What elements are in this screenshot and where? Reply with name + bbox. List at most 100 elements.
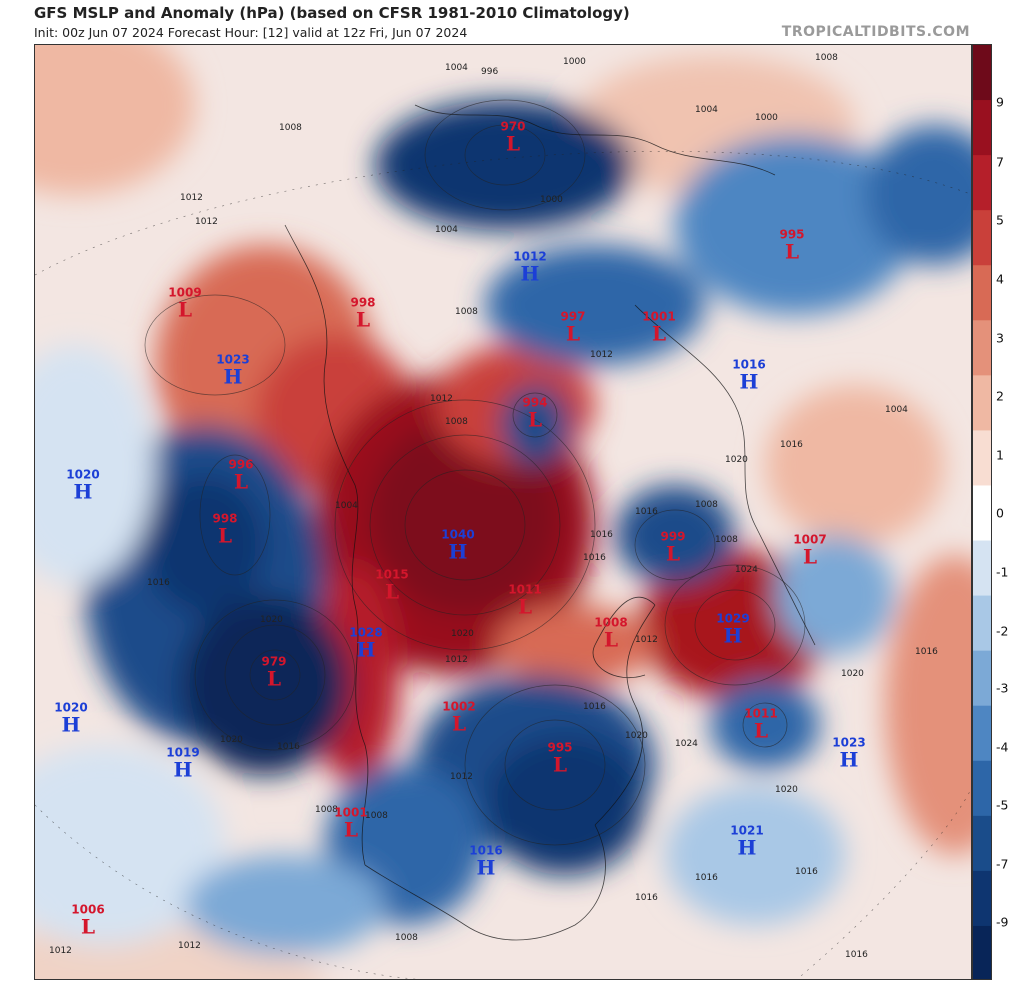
isobar-label: 1016: [795, 867, 818, 877]
pressure-symbol: L: [343, 817, 359, 842]
isobar-label: 1012: [430, 394, 453, 404]
pressure-value: 996: [228, 457, 254, 472]
pressure-symbol: H: [61, 712, 81, 737]
pressure-symbol: H: [448, 539, 468, 564]
pressure-symbol: L: [177, 297, 193, 322]
pressure-symbol: L: [784, 239, 800, 264]
forecast-info: Init: 00z Jun 07 2024 Forecast Hour: [12…: [34, 25, 468, 40]
pressure-value: 997: [560, 309, 586, 324]
isobar-label: 1012: [450, 772, 473, 782]
colorbar-swatches: [973, 45, 991, 979]
colorbar-swatch: [973, 45, 991, 101]
pressure-symbol: L: [217, 523, 233, 548]
low-pressure-center: 970 L: [500, 119, 526, 156]
colorbar-tick-label: 2: [996, 388, 1004, 404]
colorbar-swatch: [973, 815, 991, 872]
colorbar-swatch: [973, 760, 991, 817]
pressure-symbol: H: [737, 835, 757, 860]
isobar-label: 1024: [735, 565, 758, 575]
isobar-label: 1004: [695, 105, 718, 115]
pressure-symbol: L: [665, 541, 681, 566]
pressure-symbol: L: [802, 544, 818, 569]
pressure-value: 1016: [732, 357, 766, 372]
isobar-label: 1016: [780, 440, 803, 450]
pressure-value: 1019: [166, 745, 200, 760]
pressure-value: 1029: [716, 611, 750, 626]
pressure-value: 1020: [54, 700, 88, 715]
pressure-symbol: H: [173, 757, 193, 782]
pressure-value: 1008: [594, 615, 628, 630]
isobar-label: 1008: [715, 535, 738, 545]
pressure-value: 1016: [469, 843, 503, 858]
colorbar-swatch: [973, 375, 991, 431]
low-pressure-center: 997 L: [560, 309, 586, 346]
map-panel: 1008 1004 996 1000 1004 1000 1012 1012 1008 1004 1…: [34, 44, 972, 980]
map-title: GFS MSLP and Anomaly (hPa) (based on CFS…: [34, 4, 630, 22]
colorbar-tick-label: 3: [996, 330, 1004, 346]
high-pressure-center: 1023 H: [216, 352, 250, 387]
isobar-label: 1020: [841, 669, 864, 679]
colorbar-swatch: [973, 595, 991, 652]
high-pressure-center: 1019 H: [166, 745, 200, 782]
colorbar-tick-label: 5: [996, 212, 1004, 228]
colorbar-tick-label: 1: [996, 447, 1004, 463]
isobar-label: 1020: [451, 629, 474, 639]
isobar-label: 1004: [335, 501, 358, 511]
high-pressure-center: 1020 H: [66, 468, 99, 502]
colorbar-tick-label: -9: [996, 914, 1009, 930]
isobar-label: 1004: [885, 405, 908, 415]
isobar-label: 1000: [755, 113, 778, 123]
isobar-label: 1020: [775, 785, 798, 795]
isobar-label: 1012: [590, 350, 613, 360]
pressure-symbol: L: [565, 321, 581, 346]
pressure-value: 999: [660, 529, 686, 544]
pressure-symbol: H: [839, 747, 859, 772]
isobar-label: 1008: [395, 933, 418, 943]
low-pressure-center: 994 L: [522, 396, 547, 432]
colorbar-swatch: [973, 870, 991, 927]
colorbar-swatch: [973, 320, 991, 376]
brand-watermark: TROPICALTIDBITS.COM: [781, 24, 970, 40]
low-pressure-center: 1001 L: [642, 309, 676, 346]
isobar-label: 1008: [365, 811, 388, 821]
colorbar-swatch: [973, 265, 991, 321]
pressure-value: 1001: [642, 309, 676, 324]
isobar-label: 1008: [445, 417, 468, 427]
pressure-value: 1023: [216, 352, 250, 367]
pressure-symbol: H: [476, 855, 496, 880]
high-pressure-center: 1029 H: [716, 611, 750, 648]
colorbar-swatch: [973, 155, 991, 211]
anomaly-colorbar: [972, 44, 992, 980]
coastlines: [284, 104, 816, 941]
pressure-symbol: H: [356, 637, 376, 662]
high-pressure-center: 1016 H: [732, 357, 766, 392]
isobar-label: 1008: [455, 307, 478, 317]
colorbar-swatch: [973, 925, 991, 979]
pressure-symbol: L: [527, 407, 543, 432]
high-pressure-center: 1023 H: [832, 736, 865, 772]
isobar-label: 1016: [147, 578, 170, 588]
pressure-symbol: L: [505, 131, 521, 156]
pressure-value: 1006: [71, 902, 105, 917]
low-pressure-center: 1015 L: [375, 568, 408, 602]
isobar-label: 1016: [635, 507, 658, 517]
colorbar-swatch: [973, 650, 991, 707]
pressure-value: 1011: [744, 706, 778, 721]
colorbar-swatch: [973, 100, 991, 156]
isobar-label: 1008: [315, 805, 338, 815]
low-pressure-center: 999 L: [660, 529, 686, 566]
pressure-symbol: L: [651, 321, 667, 346]
pressure-symbol: H: [723, 623, 743, 648]
isobar-label: 1016: [635, 893, 658, 903]
pressure-value: 979: [261, 654, 287, 669]
pressure-value: 1012: [513, 249, 547, 264]
pressure-value: 1001: [334, 805, 368, 820]
pressure-value: 970: [500, 119, 526, 134]
anomaly-field: [35, 45, 971, 979]
isobar-label: 1012: [49, 946, 72, 956]
isobar-label: 996: [481, 67, 499, 77]
isobar-label: 1012: [180, 193, 203, 203]
isobar-label: 1016: [583, 553, 606, 563]
isobar-label: 1016: [915, 647, 938, 657]
isobar-label: 1000: [540, 195, 563, 205]
